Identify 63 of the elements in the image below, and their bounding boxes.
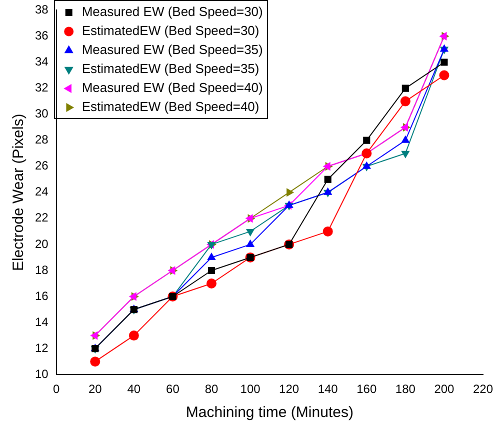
y-tick-label: 10 bbox=[34, 366, 49, 381]
point bbox=[286, 188, 294, 197]
point bbox=[400, 123, 408, 132]
point bbox=[90, 331, 98, 340]
point bbox=[324, 176, 332, 183]
legend-label: Measured EW (Bed Speed=30) bbox=[82, 4, 263, 20]
point bbox=[362, 161, 371, 169]
point bbox=[128, 330, 139, 341]
y-tick-label: 22 bbox=[34, 210, 49, 225]
point bbox=[246, 239, 255, 247]
point bbox=[322, 162, 330, 171]
point bbox=[440, 44, 449, 52]
y-tick-label: 30 bbox=[34, 106, 49, 121]
point bbox=[208, 266, 216, 274]
point bbox=[246, 228, 255, 236]
x-tick-label: 0 bbox=[53, 382, 60, 396]
point bbox=[206, 278, 216, 288]
y-tick-label: 14 bbox=[34, 314, 49, 329]
y-tick-label: 36 bbox=[34, 28, 49, 43]
y-tick-label: 18 bbox=[34, 262, 49, 277]
x-tick-label: 200 bbox=[434, 382, 455, 396]
x-tick-label: 140 bbox=[318, 382, 338, 396]
legend-label: EstimatedEW (Bed Speed=40) bbox=[82, 99, 260, 114]
point bbox=[363, 136, 370, 144]
x-tick-label: 60 bbox=[166, 382, 180, 396]
point bbox=[440, 58, 448, 66]
y-tick-label: 28 bbox=[34, 132, 49, 147]
point bbox=[128, 292, 136, 301]
point bbox=[402, 84, 409, 92]
y-tick-label: 20 bbox=[34, 236, 49, 251]
x-tick-label: 40 bbox=[127, 382, 141, 396]
x-tick-label: 180 bbox=[395, 382, 416, 396]
x-tick-label: 80 bbox=[204, 382, 218, 396]
y-tick-label: 16 bbox=[34, 288, 49, 303]
point bbox=[400, 96, 410, 106]
y-tick-label: 26 bbox=[34, 158, 49, 173]
y-axis-title: Electrode Wear (Pixels) bbox=[10, 114, 28, 272]
point bbox=[90, 356, 100, 367]
x-tick-label: 120 bbox=[279, 382, 300, 396]
legend-label: EstimatedEW (Bed Speed=30) bbox=[82, 23, 260, 38]
point bbox=[439, 32, 447, 41]
point bbox=[401, 150, 410, 158]
legend-label: EstimatedEW (Bed Speed=35) bbox=[82, 61, 260, 76]
point bbox=[245, 214, 253, 223]
x-tick-label: 160 bbox=[356, 382, 377, 396]
point bbox=[324, 187, 332, 195]
x-axis-title: Machining time (Minutes) bbox=[186, 404, 354, 422]
x-tick-label: 220 bbox=[472, 382, 494, 396]
point bbox=[207, 252, 216, 260]
point bbox=[322, 226, 333, 236]
point bbox=[439, 70, 450, 80]
y-tick-label: 32 bbox=[34, 80, 49, 95]
y-tick-label: 12 bbox=[34, 340, 49, 355]
x-tick-label: 20 bbox=[88, 382, 102, 396]
point bbox=[168, 266, 176, 275]
legend-label: Measured EW (Bed Speed=35) bbox=[82, 42, 263, 58]
y-tick-label: 38 bbox=[34, 2, 49, 17]
x-tick-label: 100 bbox=[240, 382, 261, 396]
point bbox=[362, 148, 372, 158]
y-tick-label: 24 bbox=[34, 184, 49, 199]
point bbox=[401, 135, 410, 143]
y-tick-label: 34 bbox=[34, 54, 49, 69]
legend-label: Measured EW (Bed Speed=40) bbox=[82, 80, 263, 96]
